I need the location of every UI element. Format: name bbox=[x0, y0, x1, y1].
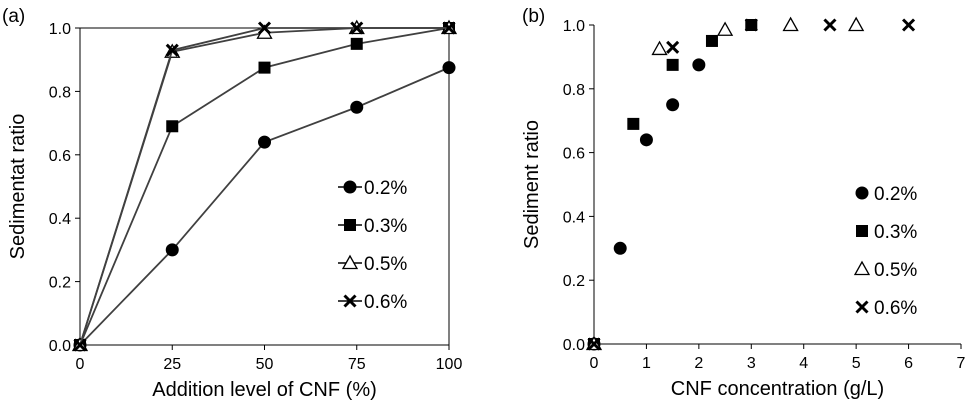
legend-label: 0.2% bbox=[874, 184, 917, 205]
x-tick-label: 50 bbox=[256, 356, 274, 373]
x-tick-label: 6 bbox=[904, 355, 913, 372]
x-tick-label: 100 bbox=[436, 356, 463, 373]
legend-marker bbox=[344, 219, 356, 231]
legend-marker bbox=[855, 186, 869, 200]
legend-marker bbox=[856, 225, 868, 237]
data-point bbox=[848, 16, 865, 32]
data-point bbox=[442, 21, 456, 35]
data-point bbox=[257, 21, 272, 35]
data-point bbox=[350, 100, 364, 114]
legend-entry: 0.2% bbox=[338, 178, 407, 199]
data-point bbox=[639, 133, 653, 147]
legend-marker bbox=[343, 294, 357, 308]
x-tick-label: 75 bbox=[348, 356, 366, 373]
y-tick-label: 0.4 bbox=[49, 211, 71, 228]
legend-label: 0.5% bbox=[364, 254, 407, 275]
data-point bbox=[442, 61, 456, 75]
legend-entry: 0.6% bbox=[855, 298, 917, 319]
x-tick-label: 7 bbox=[957, 355, 966, 372]
x-tick-label: 0 bbox=[590, 355, 599, 372]
data-point bbox=[613, 241, 627, 255]
series-triangle-open bbox=[585, 16, 865, 351]
y-tick-label: 0.0 bbox=[563, 337, 585, 354]
data-point bbox=[692, 58, 706, 72]
x-tick-label: 2 bbox=[694, 355, 703, 372]
x-tick-label: 0 bbox=[76, 356, 85, 373]
data-point bbox=[823, 18, 837, 32]
data-point bbox=[744, 18, 758, 32]
y-tick-label: 0.8 bbox=[49, 84, 71, 101]
y-tick-label: 1.0 bbox=[49, 21, 71, 38]
legend-entry: 0.3% bbox=[856, 222, 917, 243]
y-tick-label: 0.4 bbox=[563, 209, 585, 226]
legend-marker bbox=[343, 180, 357, 194]
y-tick-label: 0.2 bbox=[563, 273, 585, 290]
legend-marker bbox=[855, 300, 869, 314]
legend-entry: 0.3% bbox=[338, 216, 407, 237]
panel-label: (a) bbox=[2, 6, 25, 27]
data-point bbox=[666, 58, 679, 71]
data-point bbox=[165, 243, 179, 257]
y-tick-label: 1.0 bbox=[563, 18, 585, 35]
data-point bbox=[258, 61, 271, 74]
data-point bbox=[705, 34, 718, 47]
series-x bbox=[587, 18, 916, 351]
y-tick-label: 0.6 bbox=[563, 146, 585, 163]
x-tick-label: 5 bbox=[852, 355, 861, 372]
x-tick-label: 3 bbox=[747, 355, 756, 372]
data-point bbox=[350, 21, 364, 35]
series-x bbox=[73, 21, 456, 352]
data-point bbox=[666, 40, 680, 54]
legend-marker bbox=[853, 260, 871, 276]
data-point bbox=[166, 120, 179, 133]
y-axis-title: Sedimentat ratio bbox=[7, 114, 29, 260]
legend-label: 0.6% bbox=[874, 298, 917, 319]
legend-marker bbox=[341, 254, 359, 270]
legend: 0.2% 0.3% 0.5% 0.6% bbox=[338, 178, 407, 313]
legend-label: 0.5% bbox=[874, 260, 917, 281]
panel-b-chart: 0.0 0.2 0.4 0.6 0.8 1.0 0 1 2 3 4 5 6 7 CNF concentrat… bbox=[521, 6, 966, 400]
data-point bbox=[165, 43, 179, 57]
legend-entry: 0.5% bbox=[853, 260, 917, 281]
series-square bbox=[588, 19, 758, 350]
panel-label: (b) bbox=[522, 6, 545, 27]
legend-label: 0.6% bbox=[364, 292, 407, 313]
legend: 0.2% 0.3% 0.5% 0.6% bbox=[853, 184, 917, 319]
x-axis-title: Addition level of CNF (%) bbox=[152, 379, 377, 401]
legend-entry: 0.6% bbox=[338, 292, 407, 313]
data-point bbox=[73, 338, 87, 352]
y-tick-label: 0.0 bbox=[49, 338, 71, 355]
legend-label: 0.3% bbox=[874, 222, 917, 243]
legend-entry: 0.2% bbox=[855, 184, 917, 205]
data-point bbox=[350, 37, 363, 50]
data-point bbox=[716, 21, 734, 36]
legend-label: 0.3% bbox=[364, 216, 407, 237]
data-point bbox=[782, 16, 799, 32]
x-tick-label: 4 bbox=[799, 355, 808, 372]
data-point bbox=[258, 135, 271, 149]
legend-label: 0.2% bbox=[364, 178, 407, 199]
x-axis-title: CNF concentration (g/L) bbox=[671, 378, 884, 400]
data-point bbox=[627, 117, 640, 130]
data-point bbox=[651, 40, 668, 56]
series-circle bbox=[587, 58, 706, 351]
y-tick-label: 0.6 bbox=[49, 148, 71, 165]
legend-entry: 0.5% bbox=[338, 254, 407, 275]
x-tick-label: 25 bbox=[163, 356, 181, 373]
data-point bbox=[902, 18, 916, 32]
y-tick-label: 0.8 bbox=[563, 82, 585, 99]
panel-a-chart: 0.0 0.2 0.4 0.6 0.8 1.0 0 25 50 75 100 Addition lev… bbox=[2, 6, 462, 401]
y-tick-label: 0.2 bbox=[49, 275, 71, 292]
data-point bbox=[666, 98, 680, 112]
x-tick-label: 1 bbox=[642, 355, 651, 372]
y-axis-title: Sediment ratio bbox=[521, 120, 543, 249]
data-point bbox=[587, 337, 601, 351]
